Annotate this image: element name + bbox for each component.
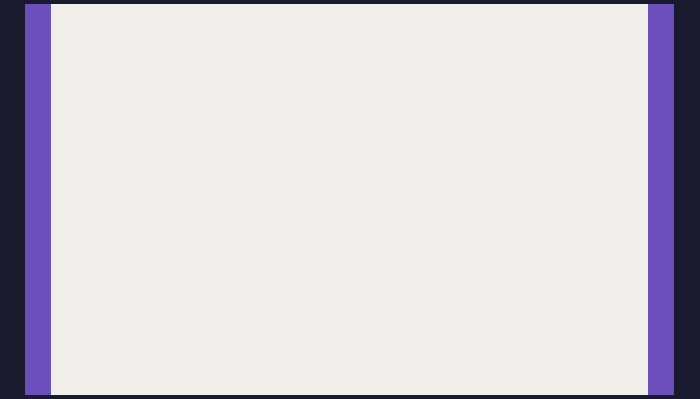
- Text: D.: D.: [150, 363, 163, 373]
- Text: 5 μF: 5 μF: [358, 82, 380, 92]
- Text: Five capacitors are arranged as shown.: Five capacitors are arranged as shown.: [130, 14, 365, 27]
- Text: 1.52 μF: 1.52 μF: [172, 363, 211, 373]
- Bar: [121, 8, 575, 207]
- Text: 0.66 μF: 0.66 μF: [172, 304, 211, 314]
- Text: What is the equivalent capacitance of the combination? (it isn't necessary,: What is the equivalent capacitance of th…: [127, 221, 483, 230]
- Text: A.: A.: [150, 275, 163, 284]
- Text: 2 μF: 2 μF: [286, 82, 309, 92]
- Text: 1 μF: 1 μF: [176, 82, 198, 92]
- Text: 6.55 μF: 6.55 μF: [172, 275, 211, 284]
- Text: B.: B.: [150, 304, 162, 314]
- Text: C.: C.: [150, 333, 162, 343]
- Text: problem as well after the exam is submitted): problem as well after the exam is submit…: [127, 264, 342, 273]
- Text: 3 μF: 3 μF: [496, 82, 518, 92]
- Text: but if you'd like partial credit on this question you can email work for this: but if you'd like partial credit on this…: [127, 243, 475, 251]
- Text: 0.15 μF: 0.15 μF: [172, 333, 211, 343]
- Text: 4 μF: 4 μF: [334, 192, 356, 201]
